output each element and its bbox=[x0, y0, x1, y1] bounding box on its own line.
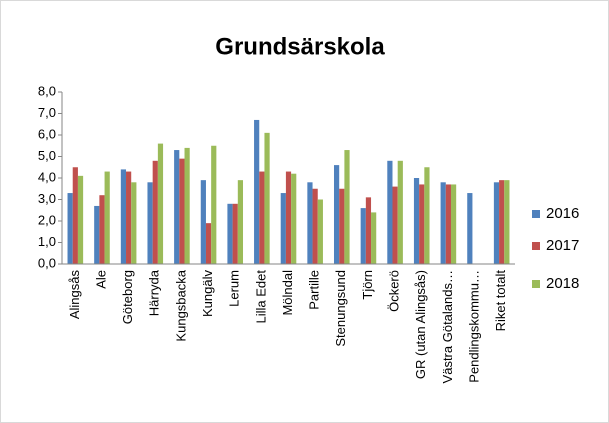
y-tick-label: 7,0 bbox=[38, 105, 56, 120]
bar bbox=[152, 160, 158, 264]
y-tick-label: 6,0 bbox=[38, 126, 56, 141]
bar bbox=[94, 205, 100, 264]
y-tick-label: 0,0 bbox=[38, 255, 56, 270]
chart-title: Grundsärskola bbox=[215, 33, 385, 60]
bar bbox=[344, 150, 350, 264]
bar bbox=[264, 132, 270, 264]
y-tick-label: 4,0 bbox=[38, 169, 56, 184]
bar bbox=[450, 184, 457, 264]
bar bbox=[211, 145, 217, 264]
bar bbox=[307, 182, 313, 264]
bar bbox=[232, 203, 238, 264]
bar bbox=[339, 188, 345, 264]
bar bbox=[184, 147, 190, 264]
bar bbox=[365, 197, 372, 264]
x-tick-label: Tjörn bbox=[360, 270, 375, 300]
y-tick-label: 1,0 bbox=[38, 234, 56, 249]
bar bbox=[424, 167, 430, 264]
x-tick-label: Pendlingskommu… bbox=[466, 270, 481, 383]
bar bbox=[440, 182, 446, 264]
x-tick-label: Öckerö bbox=[387, 270, 402, 312]
legend-swatch bbox=[532, 280, 540, 288]
bar bbox=[467, 193, 473, 264]
x-tick-label: Kungsbacka bbox=[173, 269, 188, 341]
bar bbox=[280, 193, 286, 264]
legend-swatch bbox=[532, 210, 540, 218]
bar bbox=[504, 180, 510, 264]
bar bbox=[397, 160, 403, 264]
x-tick-label: Västra Götalands… bbox=[440, 270, 455, 383]
bar bbox=[237, 180, 244, 264]
x-tick-label: Stenungsund bbox=[333, 270, 348, 347]
bar bbox=[174, 150, 180, 264]
legend-label: 2017 bbox=[546, 237, 579, 254]
bar bbox=[157, 143, 164, 264]
bar bbox=[126, 171, 132, 264]
bar bbox=[285, 171, 292, 264]
bar bbox=[67, 193, 73, 264]
x-tick-label: Lerum bbox=[227, 270, 242, 307]
bar bbox=[413, 178, 420, 264]
legend-label: 2018 bbox=[546, 275, 579, 292]
bar bbox=[371, 212, 377, 264]
bar bbox=[392, 186, 398, 264]
x-tick-label: Mölndal bbox=[280, 270, 295, 316]
y-tick-label: 5,0 bbox=[38, 148, 56, 163]
bar bbox=[131, 182, 137, 264]
x-tick-label: Lilla Edet bbox=[253, 270, 268, 324]
y-tick-label: 8,0 bbox=[38, 83, 56, 98]
bar bbox=[445, 184, 451, 264]
x-tick-label: Härryda bbox=[147, 269, 162, 316]
bar bbox=[120, 169, 127, 264]
bar bbox=[227, 203, 233, 264]
bar bbox=[493, 182, 500, 264]
legend-label: 2016 bbox=[546, 205, 579, 222]
legend-swatch bbox=[532, 242, 540, 250]
bar bbox=[254, 119, 260, 264]
bar bbox=[104, 171, 110, 264]
y-tick-label: 2,0 bbox=[38, 212, 56, 227]
bar bbox=[147, 182, 153, 264]
bar bbox=[72, 167, 78, 264]
bar bbox=[205, 223, 212, 264]
bar bbox=[259, 171, 265, 264]
bar bbox=[99, 195, 105, 264]
x-tick-label: Göteborg bbox=[120, 270, 135, 324]
x-tick-label: Alingsås bbox=[67, 270, 82, 320]
bar bbox=[360, 208, 366, 264]
y-tick-label: 3,0 bbox=[38, 191, 56, 206]
bar bbox=[312, 188, 318, 264]
x-tick-label: Partille bbox=[307, 270, 322, 310]
bar bbox=[333, 165, 340, 264]
x-tick-label: GR (utan Alingsås) bbox=[413, 270, 428, 379]
bar bbox=[419, 184, 425, 264]
x-tick-label: Riket totalt bbox=[493, 270, 508, 332]
bar bbox=[291, 173, 297, 264]
bar bbox=[200, 180, 206, 264]
bar bbox=[387, 160, 393, 264]
x-tick-label: Ale bbox=[93, 270, 108, 289]
x-tick-label: Kungälv bbox=[200, 270, 215, 317]
bar bbox=[77, 175, 84, 264]
bar bbox=[499, 180, 505, 264]
bar bbox=[179, 158, 185, 264]
bar bbox=[317, 199, 323, 264]
